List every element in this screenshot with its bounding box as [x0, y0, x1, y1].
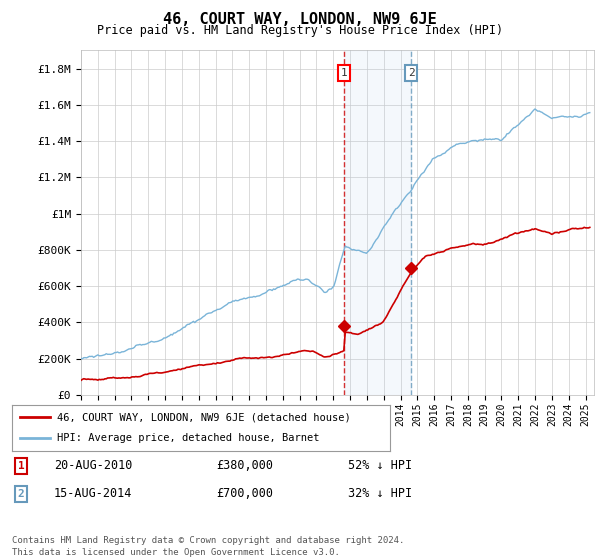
- Text: 2: 2: [407, 68, 415, 78]
- Text: Price paid vs. HM Land Registry's House Price Index (HPI): Price paid vs. HM Land Registry's House …: [97, 24, 503, 36]
- Text: 1: 1: [341, 68, 347, 78]
- Text: 2: 2: [17, 489, 25, 499]
- Text: Contains HM Land Registry data © Crown copyright and database right 2024.
This d: Contains HM Land Registry data © Crown c…: [12, 536, 404, 557]
- Text: 46, COURT WAY, LONDON, NW9 6JE (detached house): 46, COURT WAY, LONDON, NW9 6JE (detached…: [58, 412, 351, 422]
- Text: 46, COURT WAY, LONDON, NW9 6JE: 46, COURT WAY, LONDON, NW9 6JE: [163, 12, 437, 27]
- Text: £380,000: £380,000: [216, 459, 273, 473]
- Text: 32% ↓ HPI: 32% ↓ HPI: [348, 487, 412, 501]
- Text: 1: 1: [17, 461, 25, 471]
- Text: 15-AUG-2014: 15-AUG-2014: [54, 487, 133, 501]
- Bar: [344, 50, 411, 395]
- Text: 20-AUG-2010: 20-AUG-2010: [54, 459, 133, 473]
- Text: £700,000: £700,000: [216, 487, 273, 501]
- Text: 52% ↓ HPI: 52% ↓ HPI: [348, 459, 412, 473]
- Text: HPI: Average price, detached house, Barnet: HPI: Average price, detached house, Barn…: [58, 433, 320, 444]
